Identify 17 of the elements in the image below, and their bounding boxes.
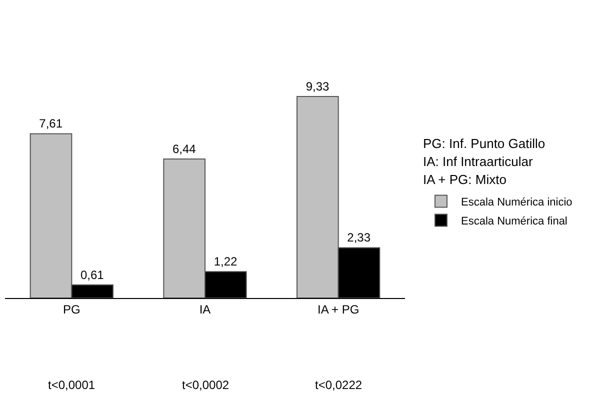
legend-label: Escala Numérica inicio [461,196,572,209]
text: t<0,0222 [315,378,362,392]
x-tick-label: IA + PG [317,302,360,316]
data-label: 9,33 [306,80,330,94]
text: t<0,0002 [182,378,230,392]
text: IA + PG: Mixto [423,172,506,187]
data-label: 6,44 [172,142,196,156]
data-label: 7,61 [39,116,63,131]
x-tick-label: IA [199,302,211,316]
text: PG: Inf. Punto Gatillo [423,136,546,151]
data-label: 2,33 [347,230,371,245]
data-label: 0,61 [80,268,104,282]
x-tick-label: PG [63,302,80,316]
text: t<0,0001 [48,378,96,392]
legend-label: Escala Numérica final [461,216,568,228]
text: IA: Inf Intraarticular [423,154,534,169]
data-label: 1,22 [214,254,238,269]
